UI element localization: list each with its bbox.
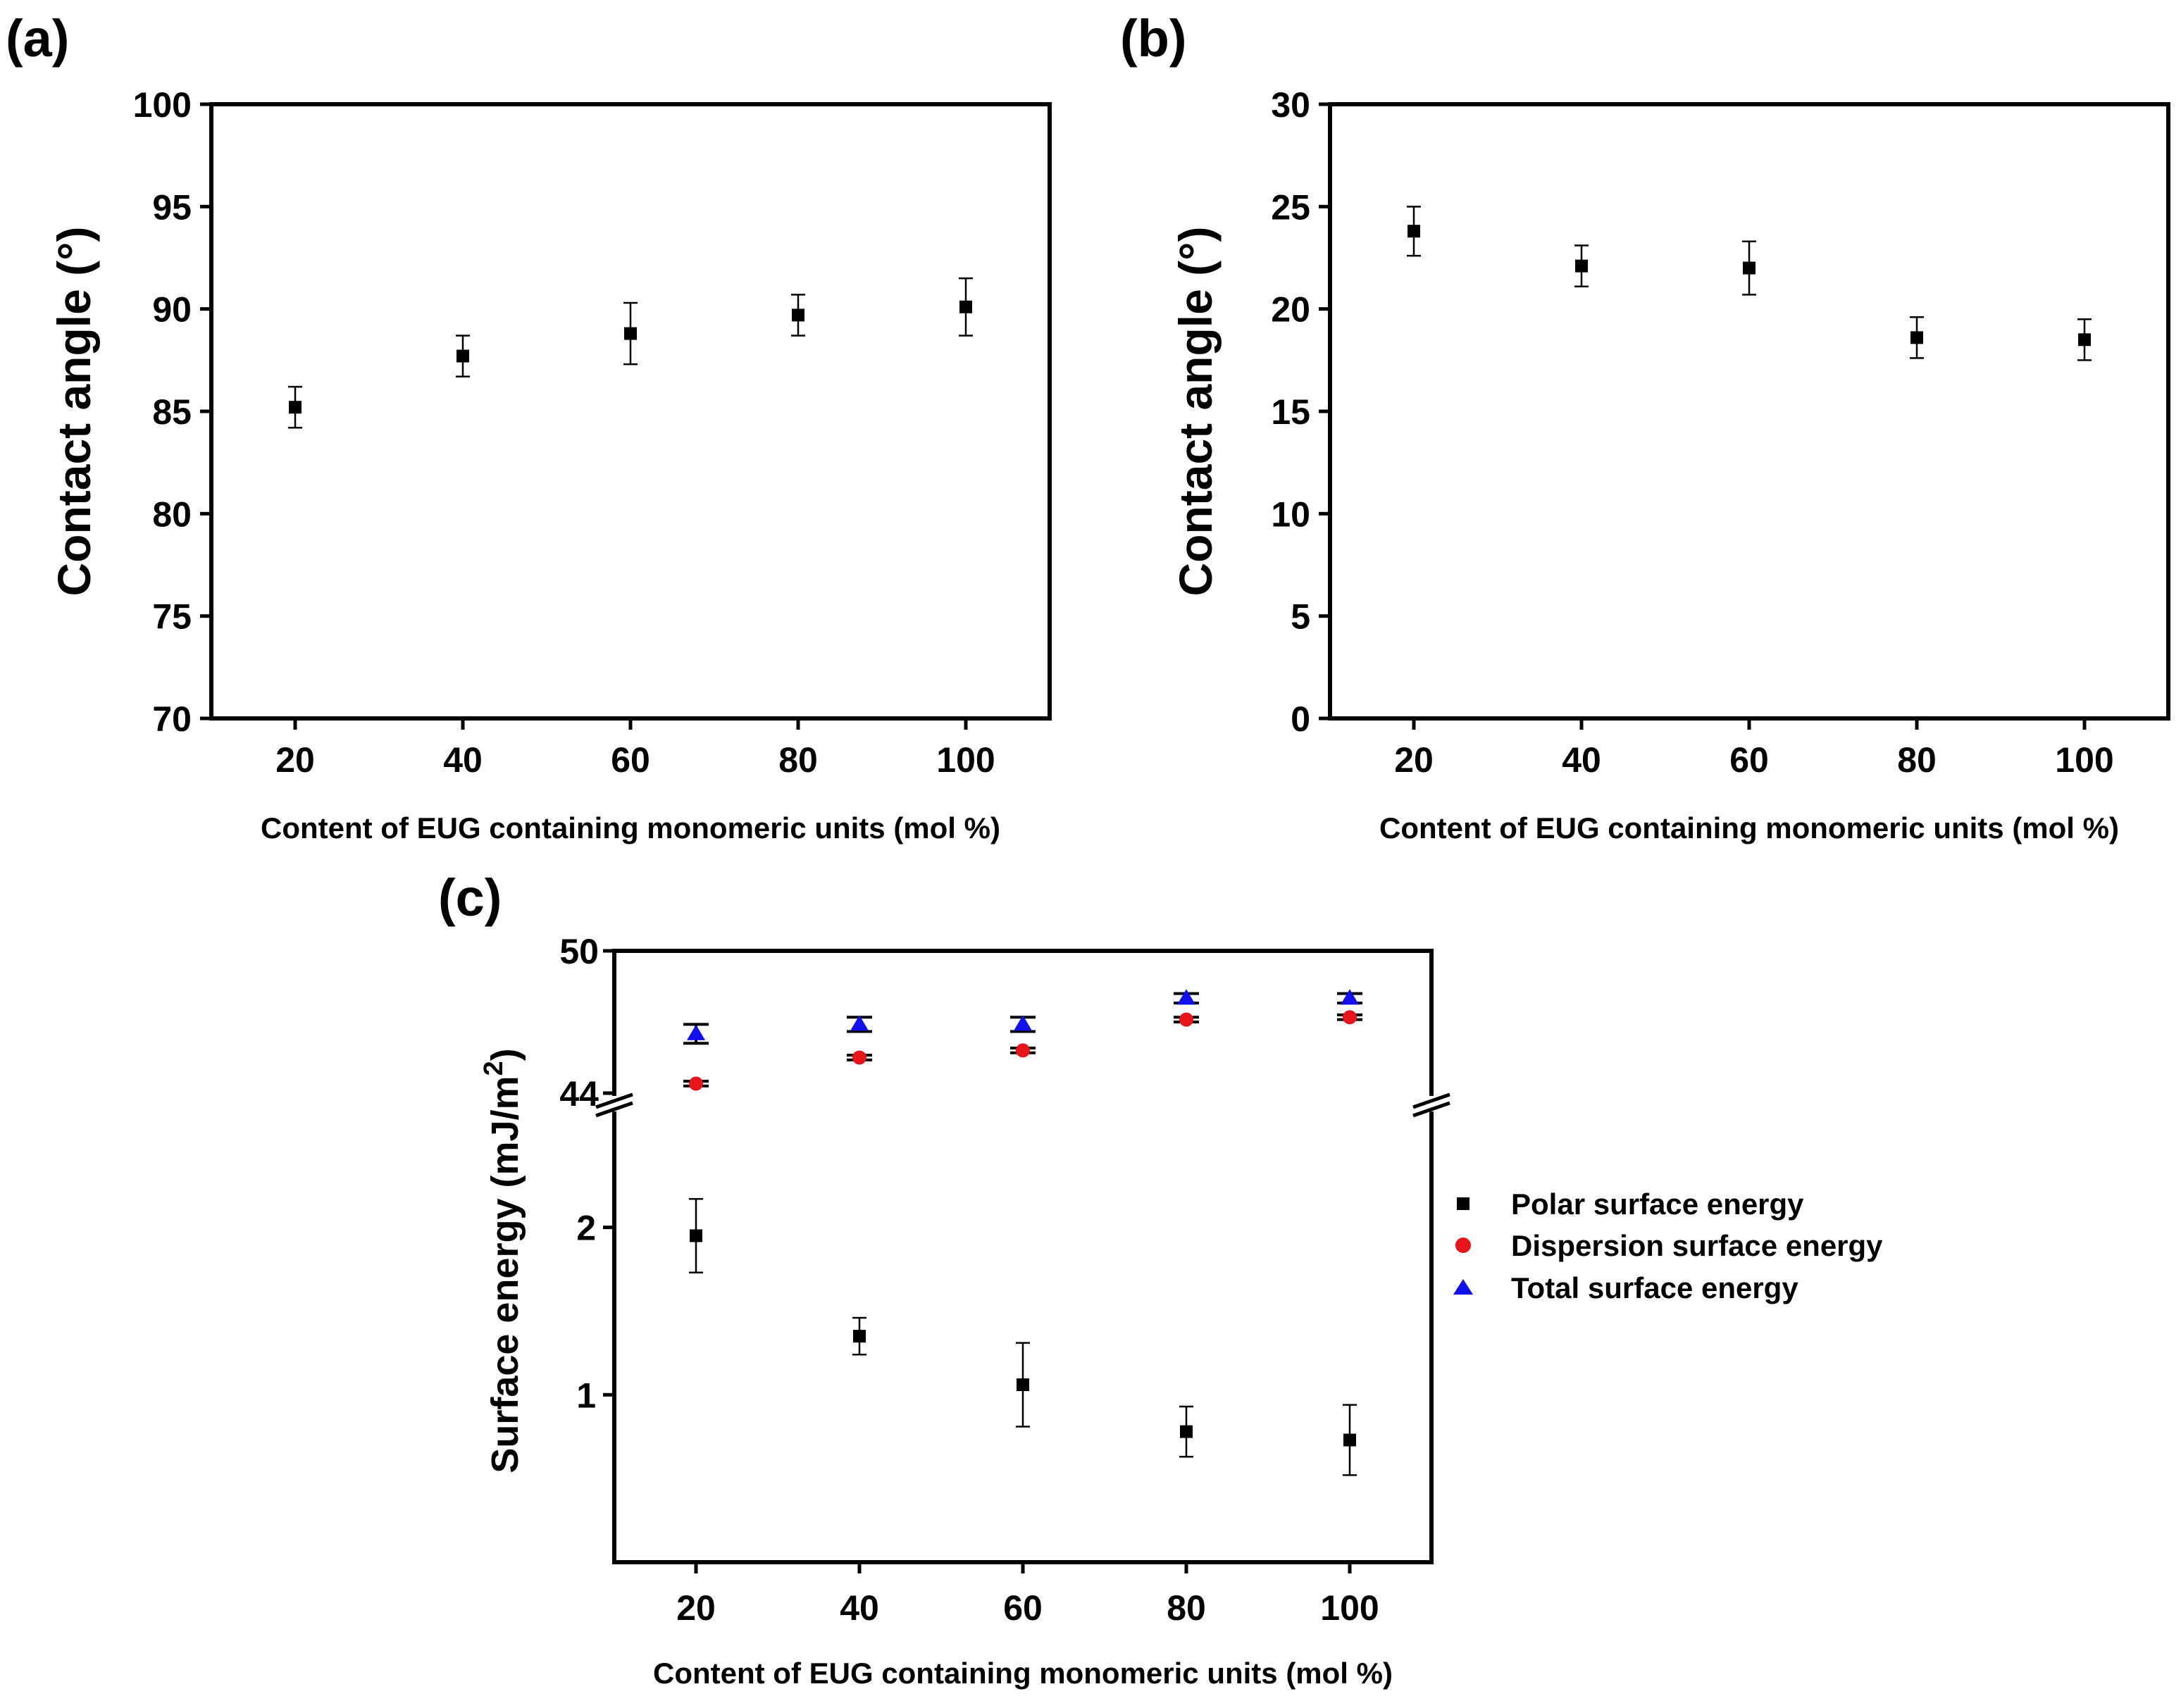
panel-b-data-point [1910, 331, 1923, 344]
panel-a-x-ticks: 20 40 60 80 100 [275, 718, 995, 780]
legend-label-total: Total surface energy [1511, 1271, 1798, 1304]
panel-c-right-axis-break-mark [1412, 1092, 1450, 1118]
panel-b-y-tick-label: 15 [1271, 392, 1310, 432]
panel-c-data-point [850, 1015, 869, 1031]
panel-a-data-points [288, 277, 973, 429]
panel-a-x-tick-label: 20 [275, 740, 315, 780]
panel-b-y-ticks: 0 5 10 15 20 25 30 [1271, 85, 1330, 739]
panel-b-y-axis-label: Contact angle (°) [1169, 226, 1222, 596]
panel-c-data-point [1343, 1010, 1357, 1025]
panel-b-x-tick-label: 80 [1897, 740, 1937, 780]
panel-b-y-tick-label: 20 [1271, 290, 1310, 330]
panel-b-label: (b) [1120, 9, 1187, 68]
panel-b-data-point [1743, 261, 1756, 275]
panel-a-y-tick-label: 90 [152, 290, 192, 330]
panel-b-data-point [1408, 225, 1420, 238]
panel-c-y-tick-label-upper: 44 [559, 1074, 599, 1114]
panel-a-y-tick-label: 80 [152, 494, 192, 534]
panel-c-data-point [1016, 1043, 1030, 1058]
panel-a-x-tick-label: 80 [778, 740, 818, 780]
panel-b-plot-area [1328, 102, 2170, 721]
panel-c-frame [595, 949, 1450, 1564]
panel-b: (b) 0 5 10 15 20 25 30 20 40 60 80 100 Contact ang… [1120, 9, 2170, 844]
panel-c-data-point [1341, 989, 1359, 1005]
panel-c-y-axis-label-end: ) [484, 1048, 526, 1061]
panel-c-data-point [853, 1330, 866, 1343]
panel-c-data-point [1180, 1425, 1193, 1438]
panel-b-y-tick-label: 25 [1271, 187, 1310, 227]
legend-marker-polar [1457, 1197, 1469, 1210]
panel-b-x-tick-label: 60 [1729, 740, 1769, 780]
panel-a-data-point [624, 327, 637, 340]
panel-a-data-point [792, 308, 804, 322]
panel-b-x-axis-label: Content of EUG containing monomeric unit… [1379, 811, 2119, 844]
panel-a-x-tick-label: 40 [443, 740, 483, 780]
panel-c-data-point [1179, 1012, 1193, 1027]
panel-b-x-tick-label: 20 [1394, 740, 1434, 780]
panel-c-data-point [687, 1024, 705, 1040]
panel-c-y-axis-label-superscript: 2 [479, 1061, 509, 1076]
panel-b-data-point [1575, 259, 1588, 273]
panel-c-y-tick-label-upper: 50 [559, 932, 599, 971]
panel-c-left-axis-break-mark [595, 1092, 633, 1118]
panel-c-data-points [683, 989, 1362, 1476]
panel-c-data-point [689, 1076, 703, 1091]
panel-c-data-point [1343, 1433, 1356, 1447]
panel-c-x-tick-label: 80 [1167, 1588, 1206, 1628]
panel-a-y-ticks: 70 75 80 85 90 95 100 [133, 85, 211, 739]
panel-c-x-ticks: 20 40 60 80 100 [676, 1562, 1379, 1628]
panel-b-x-tick-label: 100 [2055, 740, 2113, 780]
panel-a-data-point [456, 349, 469, 363]
panel-a-y-tick-label: 85 [152, 392, 192, 432]
panel-a-plot-area [209, 102, 1052, 721]
legend-marker-total [1453, 1279, 1473, 1295]
panel-a-y-axis-label: Contact angle (°) [48, 226, 100, 596]
panel-b-x-tick-label: 40 [1562, 740, 1601, 780]
panel-a-x-tick-label: 60 [611, 740, 650, 780]
panel-a-data-point [959, 300, 972, 313]
panel-c-data-point [1177, 989, 1195, 1005]
panel-a-y-tick-label: 100 [133, 85, 192, 125]
panel-c-x-tick-label: 100 [1320, 1588, 1379, 1628]
panel-b-data-point [2078, 333, 2091, 347]
panel-c-x-tick-label: 60 [1003, 1588, 1043, 1628]
panel-c-y-axis-label: Surface energy (mJ/m2) [479, 1048, 526, 1473]
panel-c-x-axis-label: Content of EUG containing monomeric unit… [653, 1657, 1393, 1690]
panel-c-y-tick-label-lower: 1 [576, 1376, 596, 1415]
panel-c-x-tick-label: 40 [840, 1588, 879, 1628]
legend-label-dispersion: Dispersion surface energy [1511, 1229, 1883, 1262]
panel-c-y-axis-label-main: Surface energy (mJ/m [484, 1076, 526, 1473]
panel-c-y-tick-label-lower: 2 [576, 1209, 596, 1248]
panel-a-x-tick-label: 100 [936, 740, 995, 780]
panel-a-data-point [289, 401, 302, 414]
panel-c-legend: Polar surface energy Dispersion surface … [1453, 1188, 1883, 1304]
panel-a-y-tick-label: 70 [152, 699, 192, 739]
panel-c-data-point [690, 1229, 702, 1242]
panel-b-y-tick-label: 30 [1271, 85, 1310, 125]
panel-c: (c) 44 50 1 2 20 40 60 80 100 Surface energy (m… [438, 868, 1883, 1690]
panel-b-y-tick-label: 0 [1291, 699, 1310, 739]
panel-a-label: (a) [6, 9, 69, 68]
panel-b-y-tick-label: 10 [1271, 494, 1310, 534]
panel-c-label: (c) [438, 868, 502, 927]
panel-c-data-point [1014, 1015, 1032, 1031]
legend-marker-dispersion [1455, 1238, 1471, 1253]
panel-b-y-tick-label: 5 [1291, 597, 1310, 637]
panel-b-x-ticks: 20 40 60 80 100 [1394, 718, 2114, 780]
panel-c-data-point [852, 1050, 866, 1065]
panel-c-x-tick-label: 20 [676, 1588, 716, 1628]
panel-a: (a) 70 75 80 85 90 95 100 20 40 60 80 100 Contact … [6, 9, 1052, 844]
panel-a-y-tick-label: 95 [152, 187, 192, 227]
panel-b-data-points [1407, 206, 2092, 361]
panel-a-x-axis-label: Content of EUG containing monomeric unit… [261, 811, 1000, 844]
panel-c-data-point [1017, 1378, 1029, 1392]
panel-a-y-tick-label: 75 [152, 597, 192, 637]
legend-label-polar: Polar surface energy [1511, 1188, 1804, 1221]
panel-c-y-ticks: 44 50 1 2 [559, 932, 614, 1415]
